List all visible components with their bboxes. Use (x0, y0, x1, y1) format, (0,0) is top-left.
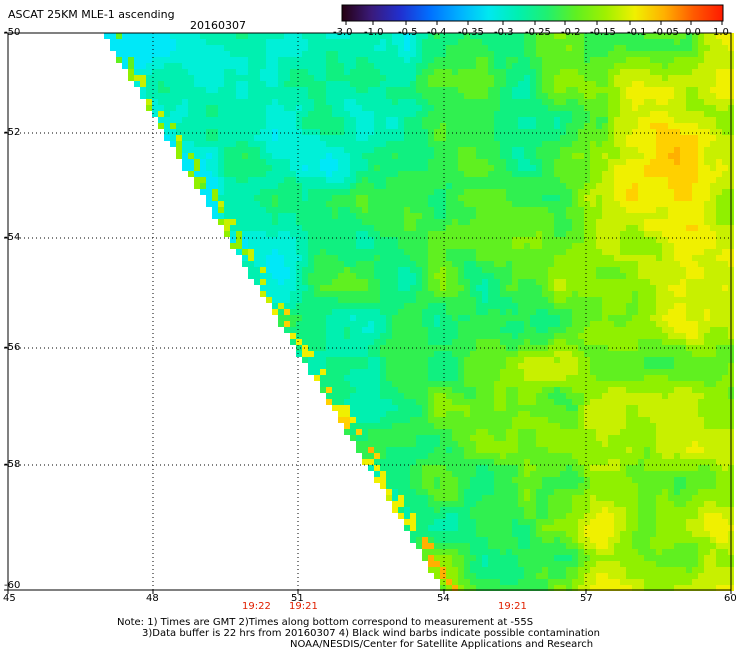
lon-label: 57 (580, 593, 593, 604)
lon-label: 45 (3, 593, 16, 604)
lat-label: -54 (4, 232, 21, 243)
colorbar-tick-label: -0.5 (398, 27, 418, 38)
colorbar-tick-label: -1.0 (364, 27, 384, 38)
colorbar-tick-label: 0.0 (685, 27, 701, 38)
colorbar (341, 4, 724, 25)
colorbar-tick-label: -0.35 (458, 27, 484, 38)
map-date: 20160307 (190, 19, 246, 32)
colorbar-tick-label: -0.2 (561, 27, 581, 38)
colorbar-gradient (342, 5, 723, 21)
colorbar-tick-label: -0.3 (494, 27, 514, 38)
lat-label: -56 (4, 342, 21, 353)
colorbar-tick-label: 1.0 (713, 27, 729, 38)
colorbar-tick-label: -0.05 (653, 27, 679, 38)
lat-label: -52 (4, 127, 21, 138)
colorbar-tick-label: -0.15 (590, 27, 616, 38)
colorbar-tick-label: -0.1 (627, 27, 647, 38)
note-line-3: NOAA/NESDIS/Center for Satellite Applica… (290, 639, 594, 650)
time-label: 19:21 (289, 601, 318, 612)
lon-label: 51 (291, 593, 304, 604)
map-title: ASCAT 25KM MLE-1 ascending (8, 8, 175, 21)
lon-label: 48 (146, 593, 159, 604)
lat-lon-grid (8, 33, 731, 590)
colorbar-tick-label: -3.0 (333, 27, 353, 38)
mle-heatmap (104, 33, 734, 591)
time-label: 19:22 (242, 601, 271, 612)
colorbar-tick-label: -0.25 (525, 27, 551, 38)
lat-label: -58 (4, 459, 21, 470)
plot-frame (7, 32, 732, 591)
lon-label: 60 (724, 593, 737, 604)
colorbar-tick-label: -0.4 (427, 27, 447, 38)
lon-label: 54 (437, 593, 450, 604)
note-line-2: 3)Data buffer is 22 hrs from 20160307 4)… (142, 628, 600, 639)
note-line-1: Note: 1) Times are GMT 2)Times along bot… (117, 617, 534, 628)
time-label: 19:21 (498, 601, 527, 612)
lat-label: -60 (4, 580, 21, 591)
axis-ticks (4, 32, 732, 594)
lat-label: -50 (4, 27, 21, 38)
colorbar-frame (341, 4, 724, 22)
